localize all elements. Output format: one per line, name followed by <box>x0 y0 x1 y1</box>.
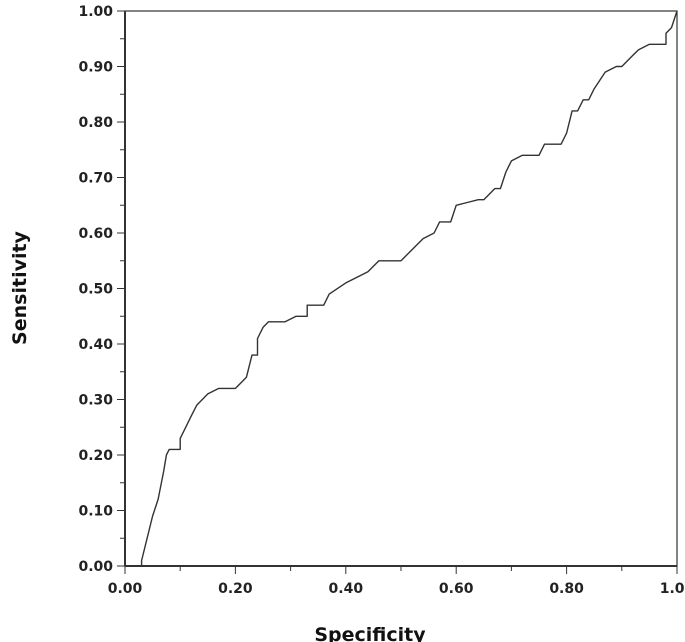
y-tick-label: 0.50 <box>78 282 113 298</box>
plot-border <box>124 10 678 567</box>
y-tick-label: 1.00 <box>78 4 113 20</box>
x-axis-title: Specificity <box>314 624 426 642</box>
y-axis-ticks: 0.00 0.10 0.20 0.30 0.40 0.50 0.60 0.70 0.80 0.90… <box>78 4 125 575</box>
series-layer <box>125 10 678 567</box>
y-tick-label: 0.80 <box>78 115 113 131</box>
y-tick-label: 0.90 <box>78 60 113 76</box>
y-tick-label: 0.10 <box>78 504 113 520</box>
roc-curve-line <box>125 10 678 567</box>
x-tick-label: 0.40 <box>329 581 364 597</box>
x-tick-label: 0.20 <box>218 581 253 597</box>
x-axis-ticks: 0.00 0.20 0.40 0.60 0.80 1.00 <box>108 566 685 597</box>
x-tick-label: 0.80 <box>549 581 584 597</box>
plot-frame <box>124 10 678 567</box>
y-tick-label: 0.60 <box>78 226 113 242</box>
y-tick-label: 0.30 <box>78 393 113 409</box>
x-tick-label: 0.60 <box>439 581 474 597</box>
x-tick-label: 1.00 <box>660 581 685 597</box>
x-tick-label: 0.00 <box>108 581 143 597</box>
y-tick-label: 0.20 <box>78 448 113 464</box>
y-axis-title: Sensitivity <box>9 230 31 344</box>
y-tick-label: 0.70 <box>78 171 113 187</box>
y-tick-label: 0.00 <box>78 559 113 575</box>
y-tick-label: 0.40 <box>78 337 113 353</box>
